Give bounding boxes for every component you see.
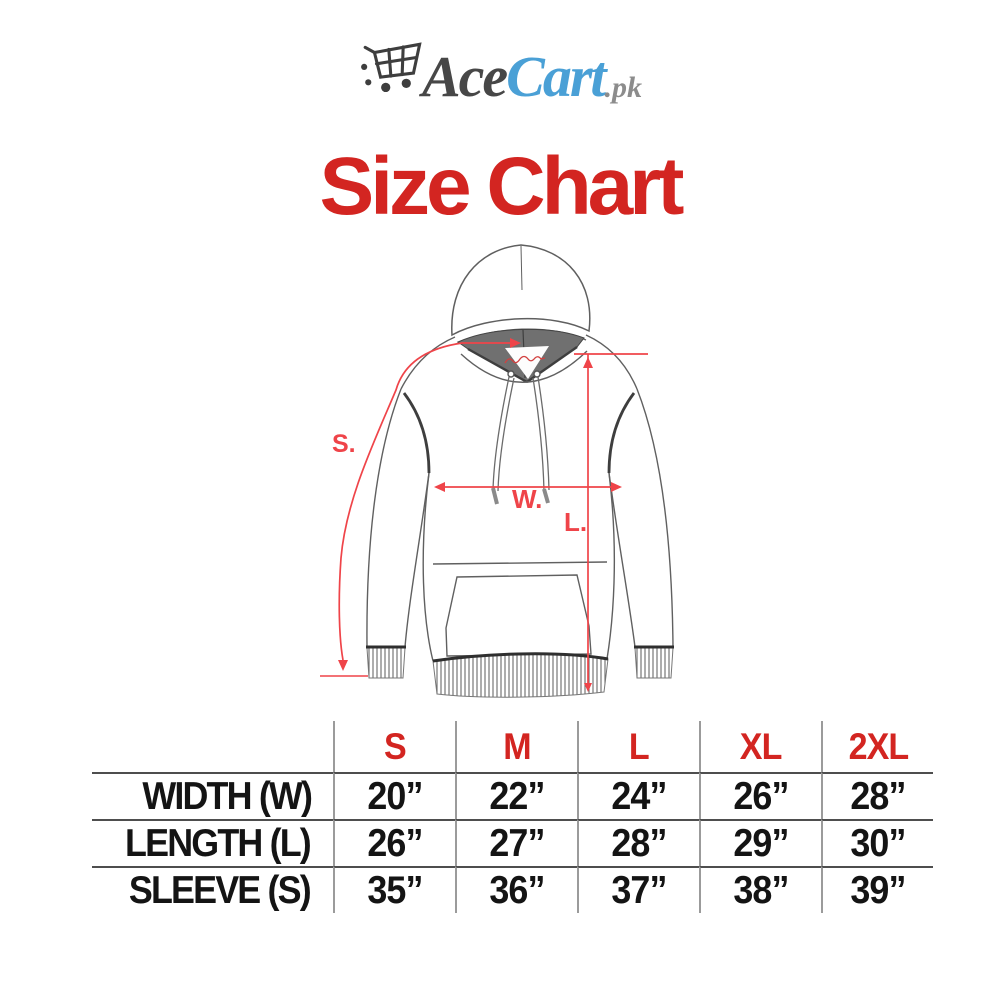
length-arrow-down bbox=[584, 683, 592, 692]
width-value-m-text: 22” bbox=[489, 774, 545, 818]
width-measure-label: W. bbox=[512, 484, 542, 514]
left-armhole-seam bbox=[402, 392, 431, 474]
left-cuff-ribbing bbox=[366, 647, 406, 679]
size-header-l-text: L bbox=[629, 725, 650, 767]
width-arrow-left bbox=[434, 482, 445, 492]
width-value-s: 20” bbox=[333, 772, 455, 819]
size-table: S M L XL 2XL WIDTH (W) 20” 22” 24” 26” 2… bbox=[92, 721, 933, 913]
sleeve-value-m: 36” bbox=[455, 866, 577, 913]
right-eyelet bbox=[533, 370, 541, 378]
collar-inner-patch bbox=[505, 346, 549, 379]
brand-logo: Ace Cart .pk bbox=[0, 38, 1000, 106]
hem-ribbing bbox=[432, 653, 609, 698]
length-value-xl: 29” bbox=[699, 819, 821, 866]
size-header-xl-text: XL bbox=[740, 725, 783, 767]
sleeve-measure-line bbox=[338, 342, 514, 661]
width-row-label: WIDTH (W) bbox=[92, 772, 333, 819]
kangaroo-pocket bbox=[445, 574, 592, 657]
length-value-xl-text: 29” bbox=[733, 821, 789, 865]
sleeve-measure-label: S. bbox=[332, 430, 356, 458]
brand-name-suffix: Cart bbox=[506, 44, 606, 109]
brand-domain-suffix: .pk bbox=[604, 71, 643, 104]
right-shoulder-line bbox=[585, 334, 638, 390]
drawstring-right-aglet bbox=[542, 488, 550, 504]
width-value-m: 22” bbox=[455, 772, 577, 819]
sleeve-row-label: SLEEVE (S) bbox=[92, 866, 333, 913]
width-value-l: 24” bbox=[577, 772, 699, 819]
right-sleeve-inner bbox=[608, 472, 636, 648]
sleeve-value-2xl: 39” bbox=[821, 866, 933, 913]
size-header-l: L bbox=[577, 721, 699, 772]
size-header-xl: XL bbox=[699, 721, 821, 772]
right-cuff-ribbing bbox=[634, 647, 674, 679]
body-left-edge bbox=[422, 472, 434, 662]
sleeve-value-l: 37” bbox=[577, 866, 699, 913]
length-measure-label: L. bbox=[564, 507, 587, 537]
size-header-2xl-text: 2XL bbox=[848, 725, 909, 767]
length-value-l: 28” bbox=[577, 819, 699, 866]
length-arrow-up bbox=[583, 357, 593, 368]
measurement-annotations: S. W. L. bbox=[320, 338, 648, 692]
width-value-xl: 26” bbox=[699, 772, 821, 819]
collar-v-left bbox=[467, 347, 528, 384]
table-corner-cell bbox=[92, 721, 333, 772]
width-value-2xl-text: 28” bbox=[850, 774, 906, 818]
width-value-l-text: 24” bbox=[611, 774, 667, 818]
length-value-2xl-text: 30” bbox=[850, 821, 906, 865]
length-row-label: LENGTH (L) bbox=[92, 819, 333, 866]
size-header-m-text: M bbox=[503, 725, 531, 767]
drawstring-left-aglet bbox=[491, 487, 499, 505]
width-value-2xl: 28” bbox=[821, 772, 933, 819]
left-sleeve-inner bbox=[404, 472, 430, 648]
width-value-s-text: 20” bbox=[367, 774, 423, 818]
size-header-2xl: 2XL bbox=[821, 721, 933, 772]
length-value-2xl: 30” bbox=[821, 819, 933, 866]
length-value-s-text: 26” bbox=[367, 821, 423, 865]
page-title: Size Chart bbox=[319, 141, 685, 232]
length-row-label-text: LENGTH (L) bbox=[125, 821, 312, 865]
shopping-cart-icon bbox=[361, 42, 422, 93]
drawstring-right bbox=[532, 376, 550, 504]
size-header-s-text: S bbox=[384, 725, 407, 767]
length-value-m: 27” bbox=[455, 819, 577, 866]
hood-apex-seam bbox=[520, 245, 523, 291]
length-value-m-text: 27” bbox=[489, 821, 545, 865]
sleeve-arrow-down bbox=[338, 660, 348, 671]
hoodie-lineart bbox=[366, 244, 674, 698]
sleeve-value-xl-text: 38” bbox=[733, 868, 789, 912]
drawstring-left bbox=[491, 376, 515, 505]
length-value-l-text: 28” bbox=[611, 821, 667, 865]
sleeve-value-m-text: 36” bbox=[489, 868, 545, 912]
sleeve-row-label-text: SLEEVE (S) bbox=[129, 868, 312, 912]
sleeve-value-2xl-text: 39” bbox=[850, 868, 906, 912]
body-right-edge bbox=[606, 472, 616, 660]
brand-name-prefix: Ace bbox=[421, 44, 508, 109]
width-arrow-right bbox=[611, 482, 622, 492]
left-shoulder-line bbox=[400, 336, 456, 390]
right-sleeve-outer bbox=[636, 388, 674, 648]
left-sleeve-outer bbox=[366, 388, 402, 648]
collar-outer-curve bbox=[460, 350, 588, 383]
right-armhole-seam bbox=[607, 392, 636, 474]
sleeve-value-xl: 38” bbox=[699, 866, 821, 913]
width-value-xl-text: 26” bbox=[733, 774, 789, 818]
collar-brand-scribble bbox=[504, 355, 546, 364]
length-value-s: 26” bbox=[333, 819, 455, 866]
sleeve-value-l-text: 37” bbox=[611, 868, 667, 912]
chest-seam bbox=[432, 561, 608, 565]
size-header-m: M bbox=[455, 721, 577, 772]
left-eyelet bbox=[507, 370, 515, 378]
sleeve-value-s-text: 35” bbox=[367, 868, 423, 912]
hood-outline bbox=[451, 244, 591, 337]
size-header-s: S bbox=[333, 721, 455, 772]
sleeve-value-s: 35” bbox=[333, 866, 455, 913]
width-row-label-text: WIDTH (W) bbox=[141, 774, 313, 818]
sleeve-arrow-right bbox=[510, 338, 521, 348]
